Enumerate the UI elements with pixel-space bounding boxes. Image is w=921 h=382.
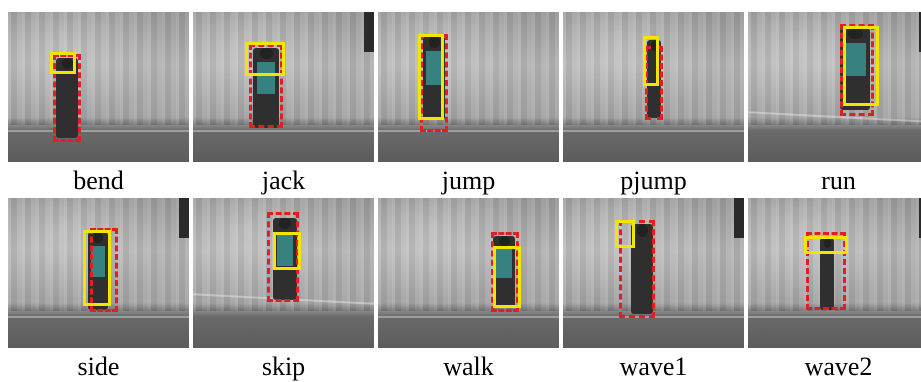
frame-image [563, 198, 744, 348]
frame-image [563, 12, 744, 162]
frame-image [193, 12, 374, 162]
detection-box [643, 36, 659, 86]
frame-image [8, 198, 189, 348]
action-label: jack [261, 166, 306, 195]
frame-image [378, 198, 559, 348]
frame-image [8, 12, 189, 162]
ground-truth-box [491, 232, 519, 312]
ground-truth-box [267, 212, 299, 302]
action-label: wave2 [804, 352, 873, 381]
detection-box [615, 220, 635, 248]
action-label: run [821, 166, 856, 195]
person-figure [253, 48, 279, 128]
detection-box [418, 34, 444, 120]
action-label: pjump [620, 166, 687, 195]
person-figure [423, 36, 445, 120]
ground-truth-box [90, 228, 118, 312]
person-figure [88, 232, 108, 310]
detection-box [843, 26, 879, 106]
action-label: walk [443, 352, 494, 381]
ground-truth-box [619, 220, 655, 318]
detection-box [50, 52, 76, 74]
frame-image [748, 198, 921, 348]
ground-truth-box [53, 54, 81, 142]
frame-image [193, 198, 374, 348]
frame-image [378, 12, 559, 162]
action-label: jump [441, 166, 496, 195]
action-label: wave1 [619, 352, 688, 381]
person-figure [820, 238, 834, 310]
detection-box [804, 236, 848, 254]
action-label: side [77, 352, 120, 381]
person-figure [493, 236, 515, 308]
ground-truth-box [840, 24, 874, 116]
ground-truth-box [806, 232, 846, 310]
person-figure [56, 58, 78, 138]
detection-box [245, 42, 285, 76]
action-label: skip [261, 352, 306, 381]
action-label: bend [73, 166, 124, 195]
person-figure [631, 224, 653, 314]
ground-truth-box [249, 44, 283, 128]
frame-image [748, 12, 921, 162]
detection-box [273, 232, 301, 270]
detection-box [493, 246, 521, 308]
person-figure [273, 218, 297, 300]
detection-box [83, 230, 111, 306]
